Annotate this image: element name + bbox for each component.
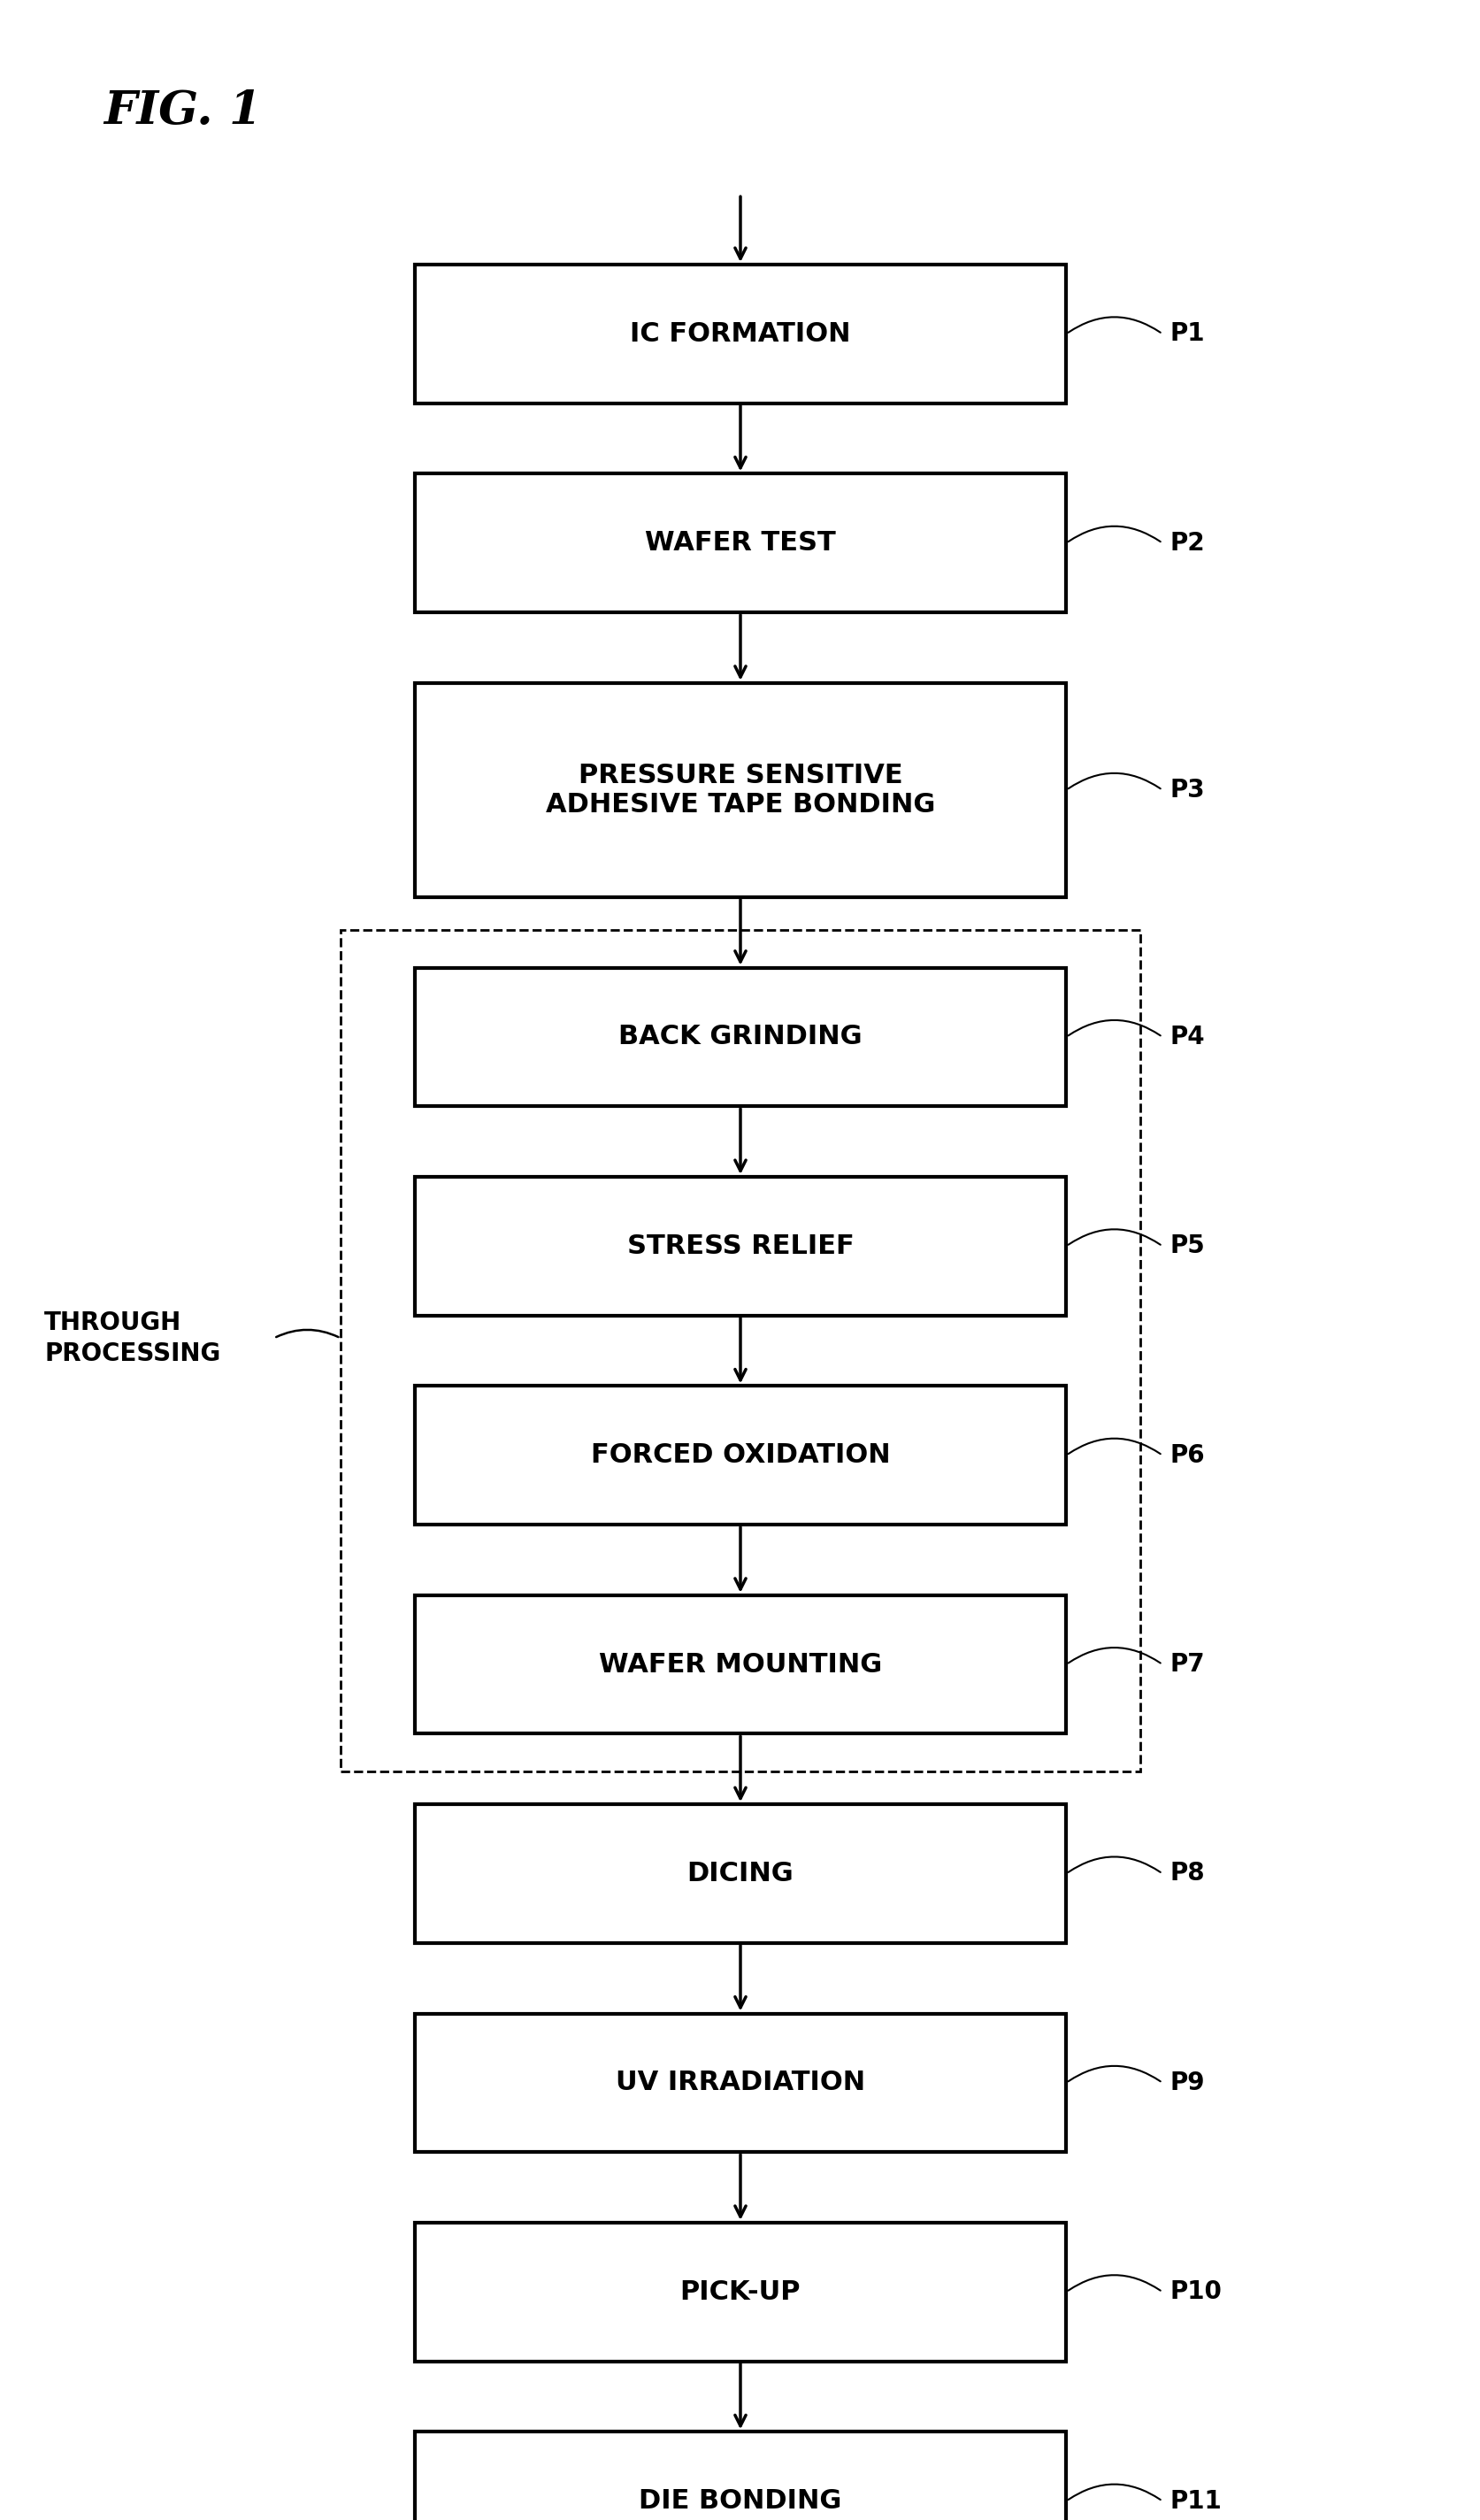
Bar	[414, 683, 1066, 897]
Text: UV IRRADIATION: UV IRRADIATION	[616, 2069, 864, 2097]
Bar	[340, 930, 1140, 1772]
Text: P3: P3	[1169, 779, 1205, 801]
Text: P2: P2	[1169, 532, 1205, 554]
Bar	[414, 968, 1066, 1106]
Text: P10: P10	[1169, 2281, 1221, 2303]
Text: IC FORMATION: IC FORMATION	[629, 320, 851, 348]
Text: P5: P5	[1169, 1235, 1205, 1257]
Text: PRESSURE SENSITIVE
ADHESIVE TAPE BONDING: PRESSURE SENSITIVE ADHESIVE TAPE BONDING	[545, 764, 935, 816]
Text: P7: P7	[1169, 1653, 1205, 1676]
Text: P11: P11	[1169, 2490, 1221, 2512]
Bar	[414, 474, 1066, 612]
Bar	[414, 1386, 1066, 1525]
Text: FIG. 1: FIG. 1	[104, 88, 262, 134]
Text: THROUGH
PROCESSING: THROUGH PROCESSING	[44, 1310, 221, 1366]
Text: WAFER MOUNTING: WAFER MOUNTING	[598, 1651, 882, 1678]
Text: WAFER TEST: WAFER TEST	[645, 529, 835, 557]
Text: P4: P4	[1169, 1026, 1205, 1048]
Text: DIE BONDING: DIE BONDING	[638, 2487, 842, 2515]
Text: STRESS RELIEF: STRESS RELIEF	[626, 1232, 854, 1260]
Bar	[414, 2223, 1066, 2361]
Text: P9: P9	[1169, 2071, 1205, 2094]
Bar	[414, 1595, 1066, 1734]
Text: FORCED OXIDATION: FORCED OXIDATION	[591, 1441, 889, 1469]
Text: P1: P1	[1169, 323, 1205, 345]
Text: BACK GRINDING: BACK GRINDING	[619, 1023, 861, 1051]
Bar	[414, 265, 1066, 403]
Bar	[414, 2432, 1066, 2520]
Bar	[414, 2013, 1066, 2152]
Text: PICK-UP: PICK-UP	[679, 2278, 801, 2306]
Bar	[414, 1804, 1066, 1943]
Bar	[414, 1177, 1066, 1315]
Text: P8: P8	[1169, 1862, 1205, 1885]
Text: DICING: DICING	[687, 1860, 793, 1887]
Text: P6: P6	[1169, 1444, 1205, 1467]
